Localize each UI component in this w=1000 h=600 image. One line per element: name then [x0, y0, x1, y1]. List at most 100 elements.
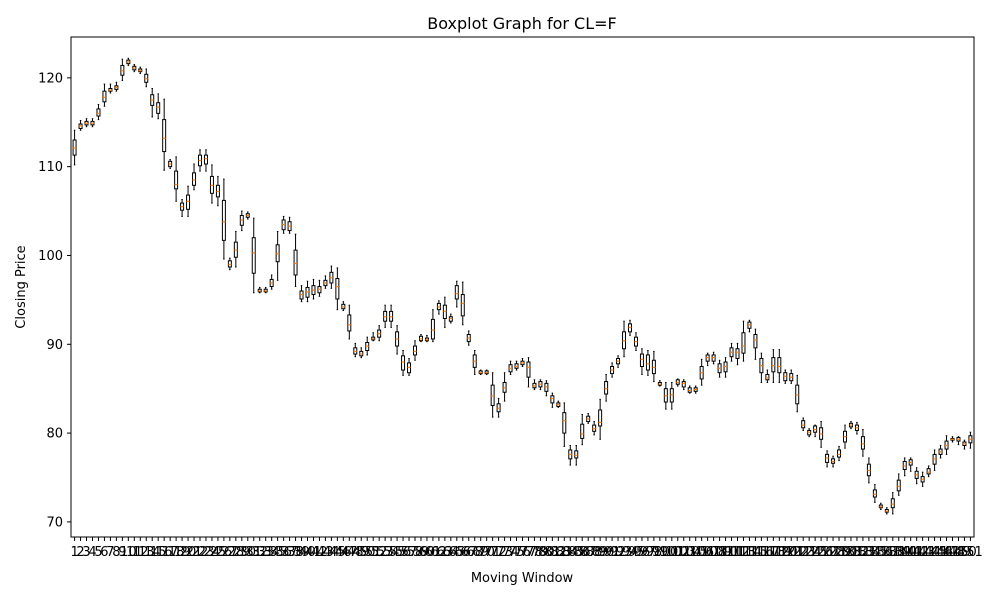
box-114	[747, 319, 752, 333]
box-iqr	[580, 423, 585, 439]
x-tick-label: 133	[851, 545, 876, 560]
box-30	[245, 211, 250, 220]
x-tick-label: 96	[634, 545, 651, 560]
x-tick-label: 144	[916, 545, 941, 560]
x-tick-label: 62	[431, 545, 448, 560]
box-iqr	[460, 294, 465, 317]
x-tick-label: 86	[574, 545, 591, 560]
box-iqr	[174, 170, 179, 190]
x-tick-label: 23	[198, 545, 215, 560]
x-tick-label: 22	[192, 545, 209, 560]
box-118	[771, 349, 776, 383]
box-108	[711, 351, 716, 365]
x-tick-label: 79	[532, 545, 549, 560]
box-96	[639, 348, 644, 375]
box-139	[896, 473, 901, 496]
box-4	[90, 118, 95, 128]
box-35	[275, 230, 280, 281]
x-tick-label: 122	[785, 545, 810, 560]
x-tick-label: 99	[652, 545, 669, 560]
x-tick-label: 68	[466, 545, 483, 560]
x-tick-label: 120	[773, 545, 798, 560]
box-70	[484, 369, 489, 375]
x-tick-label: 44	[323, 545, 340, 560]
box-103	[681, 379, 686, 391]
x-tick-label: 129	[827, 545, 852, 560]
boxes-layer	[72, 57, 973, 515]
box-142	[914, 467, 919, 485]
box-iqr	[741, 332, 746, 354]
x-tick-label: 102	[665, 545, 690, 560]
x-tick-label: 14	[144, 545, 161, 560]
box-98	[651, 350, 656, 383]
x-tick-label: 136	[868, 545, 893, 560]
box-76	[520, 357, 525, 367]
x-tick-label: 49	[353, 545, 370, 560]
box-41	[311, 278, 316, 300]
x-tick-label: 25	[210, 545, 227, 560]
y-tick-label: 100	[38, 249, 63, 264]
x-tick-label: 27	[222, 545, 239, 560]
box-54	[389, 304, 394, 328]
x-tick-label: 33	[257, 545, 274, 560]
box-15	[156, 93, 161, 120]
x-tick-label: 138	[880, 545, 905, 560]
x-tick-label: 88	[586, 545, 603, 560]
x-tick-label: 9	[118, 545, 126, 560]
box-iqr	[574, 450, 579, 459]
box-83	[562, 402, 567, 447]
x-tick-label: 146	[928, 545, 953, 560]
box-71	[490, 372, 495, 418]
x-tick-label: 137	[874, 545, 899, 560]
box-130	[843, 424, 847, 449]
box-95	[633, 332, 638, 351]
box-34	[269, 274, 274, 290]
box-58	[413, 340, 417, 361]
box-13	[144, 68, 149, 88]
x-tick-label: 41	[305, 545, 322, 560]
x-tick-label: 38	[287, 545, 304, 560]
box-129	[837, 445, 842, 462]
box-iqr	[413, 345, 417, 356]
box-137	[884, 507, 889, 515]
box-55	[395, 325, 400, 355]
x-tick-label: 31	[245, 545, 262, 560]
x-tick-label: 123	[791, 545, 816, 560]
box-6	[102, 83, 107, 107]
x-tick-label: 65	[449, 545, 466, 560]
box-iqr	[401, 355, 406, 371]
x-tick-label: 118	[761, 545, 786, 560]
x-tick-label: 101	[659, 545, 684, 560]
box-72	[496, 397, 501, 418]
y-axis: 70 80 90 100 110 120	[38, 71, 71, 530]
box-iqr	[639, 353, 644, 367]
box-52	[377, 325, 382, 342]
box-79	[538, 379, 543, 391]
box-135	[872, 484, 877, 503]
x-tick-label: 90	[598, 545, 615, 560]
box-78	[532, 379, 537, 391]
box-40	[305, 280, 310, 303]
box-106	[699, 358, 704, 386]
box-131	[848, 421, 853, 430]
box-94	[628, 319, 632, 336]
box-115	[753, 328, 758, 360]
x-tick-label: 55	[389, 545, 406, 560]
x-tick-label: 107	[695, 545, 720, 560]
x-tick-label: 15	[150, 545, 167, 560]
x-tick-label: 151	[958, 545, 983, 560]
box-100	[663, 381, 668, 410]
box-148	[950, 436, 955, 443]
box-16	[162, 98, 167, 171]
x-tick-label: 104	[677, 545, 702, 560]
x-tick-label: 113	[731, 545, 756, 560]
x-tick-label: 92	[610, 545, 627, 560]
box-136	[878, 502, 883, 510]
x-tick-label: 50	[359, 545, 376, 560]
x-tick-label: 109	[707, 545, 732, 560]
x-tick-label: 87	[580, 545, 597, 560]
box-iqr	[526, 361, 531, 378]
x-tick-label: 42	[311, 545, 328, 560]
x-tick-label: 112	[725, 545, 750, 560]
